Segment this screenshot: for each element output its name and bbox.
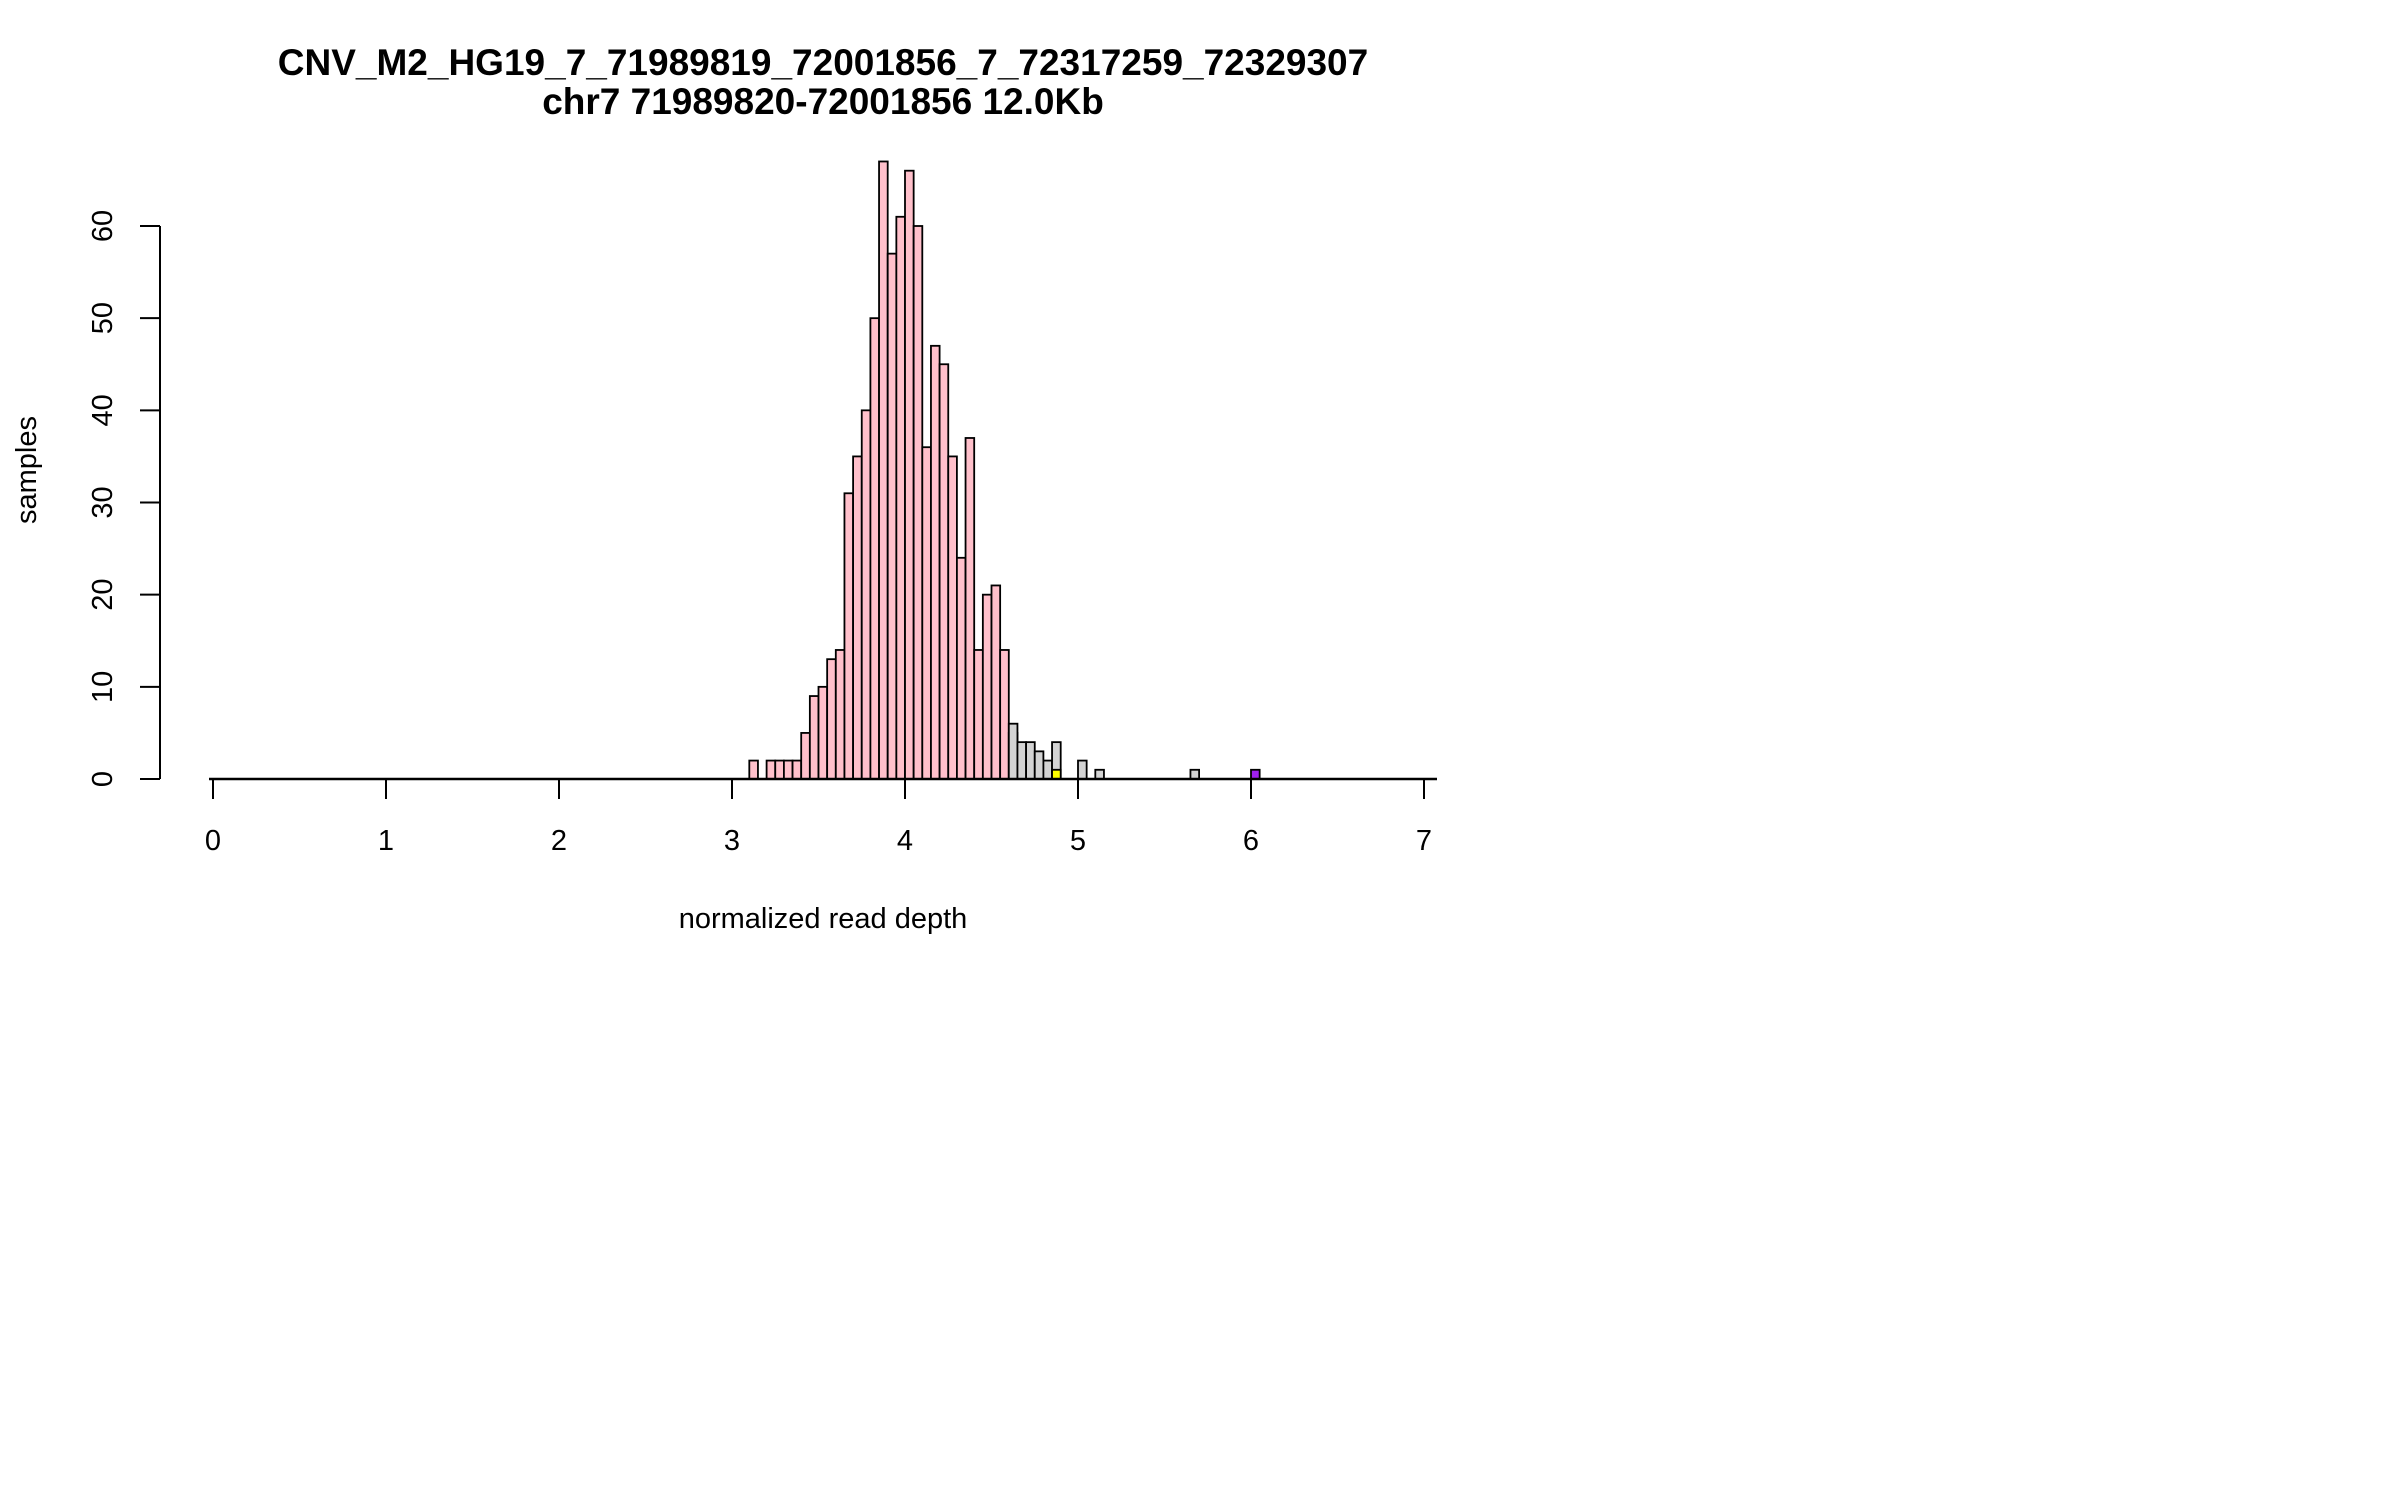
chart-title: CNV_M2_HG19_7_71989819_72001856_7_723172… bbox=[278, 42, 1368, 83]
histogram-bar bbox=[869, 317, 880, 780]
histogram-bar bbox=[999, 649, 1010, 780]
histogram-bar bbox=[964, 437, 976, 780]
histogram-bar bbox=[956, 556, 967, 780]
histogram-bar bbox=[748, 759, 759, 780]
x-tick-label: 2 bbox=[551, 825, 567, 857]
y-tick-label: 0 bbox=[87, 771, 119, 787]
histogram-bar bbox=[860, 409, 872, 780]
histogram-bar bbox=[990, 584, 1002, 780]
histogram-bar bbox=[904, 169, 915, 780]
x-tick-label: 6 bbox=[1243, 825, 1259, 857]
histogram-bar bbox=[826, 658, 837, 780]
histogram-bar bbox=[791, 759, 803, 780]
histogram-bar bbox=[834, 649, 846, 780]
histogram-bar bbox=[817, 685, 829, 780]
histogram-bar bbox=[1051, 768, 1062, 780]
histogram-bar bbox=[843, 492, 855, 780]
x-axis-label: normalized read depth bbox=[679, 903, 968, 935]
histogram-bar bbox=[1042, 759, 1053, 780]
histogram-bar bbox=[783, 759, 794, 780]
histogram-bar bbox=[878, 160, 889, 780]
x-tick-label: 4 bbox=[897, 825, 913, 857]
histogram-bar bbox=[912, 225, 924, 780]
y-tick-label: 20 bbox=[87, 579, 119, 611]
histogram-bar bbox=[800, 732, 811, 780]
x-axis: 0 1 2 3 4 5 6 7 bbox=[205, 778, 1432, 857]
histogram-bar bbox=[895, 215, 906, 780]
histogram-bars bbox=[748, 160, 1261, 780]
histogram-bar bbox=[973, 649, 984, 780]
x-tick-label: 0 bbox=[205, 825, 221, 857]
x-tick-label: 1 bbox=[378, 825, 394, 857]
y-tick-label: 50 bbox=[87, 302, 119, 334]
histogram-bar bbox=[1094, 768, 1105, 780]
y-tick-label: 60 bbox=[87, 210, 119, 242]
chart-subtitle: chr7 71989820-72001856 12.0Kb bbox=[542, 81, 1104, 122]
histogram-bar bbox=[886, 252, 898, 780]
x-tick-label: 3 bbox=[724, 825, 740, 857]
histogram-bar bbox=[981, 593, 993, 780]
y-tick-label: 30 bbox=[87, 486, 119, 518]
histogram-bar bbox=[1007, 722, 1019, 780]
histogram-bar bbox=[921, 446, 932, 780]
histogram-bar bbox=[938, 363, 950, 780]
y-axis-label: samples bbox=[11, 416, 43, 524]
histogram-chart: CNV_M2_HG19_7_71989819_72001856_7_723172… bbox=[11, 42, 1437, 935]
histogram-bar bbox=[852, 455, 863, 780]
histogram-bar bbox=[1033, 750, 1045, 780]
histogram-bar bbox=[765, 759, 777, 780]
histogram-bar bbox=[1250, 768, 1261, 780]
y-axis: 0 10 20 30 40 50 60 bbox=[87, 210, 161, 787]
y-tick-label: 10 bbox=[87, 671, 119, 703]
y-tick-label: 40 bbox=[87, 394, 119, 426]
histogram-bar bbox=[1016, 741, 1028, 780]
histogram-bar bbox=[1189, 768, 1200, 780]
x-tick-label: 7 bbox=[1416, 825, 1432, 857]
x-tick-label: 5 bbox=[1070, 825, 1086, 857]
histogram-bar bbox=[930, 344, 941, 780]
histogram-bar bbox=[1077, 759, 1088, 780]
histogram-bar bbox=[808, 695, 820, 780]
histogram-bar bbox=[947, 455, 958, 780]
histogram-bar bbox=[1025, 741, 1036, 780]
histogram-bar bbox=[774, 759, 785, 780]
